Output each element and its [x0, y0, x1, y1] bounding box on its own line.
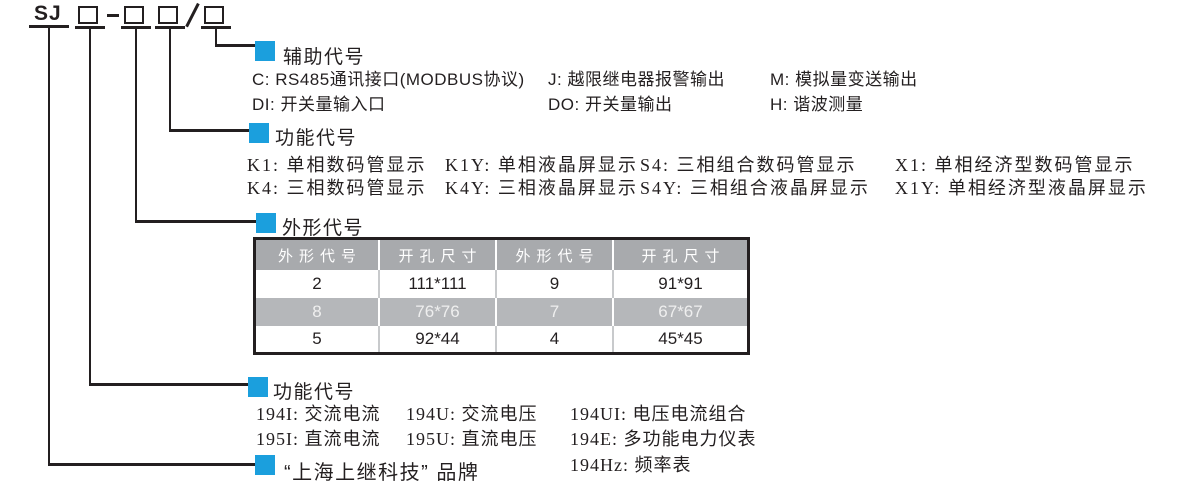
shape-code-table: 外形代号 开孔尺寸 外形代号 开孔尺寸 2 111*111 9 91*91 8 …	[253, 237, 750, 355]
function-type-item-194i: 194I: 交流电流	[256, 404, 381, 424]
function-type-item-194hz: 194Hz: 频率表	[570, 455, 692, 475]
function-display-item-s4: S4: 三相组合数码管显示	[640, 155, 857, 175]
table-cell: 45*45	[612, 326, 747, 352]
connector-hline-auxiliary	[214, 44, 256, 47]
auxiliary-item-do: DO: 开关量输出	[548, 95, 673, 114]
brand-section-title: “上海上继科技” 品牌	[284, 462, 480, 484]
connector-hline-brand	[47, 463, 256, 466]
function-type-item-194ui: 194UI: 电压电流组合	[570, 404, 747, 424]
model-digit-box-3	[158, 6, 178, 24]
connector-hline-shape	[134, 220, 257, 223]
auxiliary-item-h: H: 谐波测量	[770, 95, 864, 114]
connector-vline-function-type	[88, 26, 91, 385]
table-cell: 111*111	[378, 270, 495, 298]
model-prefix: SJ	[34, 2, 62, 25]
table-cell: 67*67	[612, 298, 747, 326]
table-cell: 8	[256, 298, 378, 326]
dash-separator	[107, 14, 119, 17]
function-display-item-x1: X1: 单相经济型数码管显示	[895, 155, 1135, 175]
function-type-section-title: 功能代号	[273, 382, 356, 403]
table-header-cell: 外形代号	[495, 240, 612, 270]
shape-section-bullet-icon	[256, 213, 276, 233]
function-type-section-bullet-icon	[248, 377, 268, 397]
connector-vline-auxiliary	[214, 26, 217, 47]
brand-section-bullet-icon	[255, 455, 275, 475]
table-cell: 2	[312, 274, 322, 293]
function-display-item-k1y: K1Y: 单相液晶屏显示	[445, 155, 638, 175]
table-header-cell: 开孔尺寸	[378, 240, 495, 270]
auxiliary-item-j: J: 越限继电器报警输出	[548, 70, 725, 89]
function-display-section-title: 功能代号	[275, 128, 358, 149]
function-display-section-bullet-icon	[249, 123, 269, 143]
table-header-cell: 开孔尺寸	[612, 240, 747, 270]
auxiliary-item-c: C: RS485通讯接口(MODBUS协议)	[252, 70, 525, 89]
function-type-item-194u: 194U: 交流电压	[406, 404, 538, 424]
table-cell: 92*44	[378, 326, 495, 352]
connector-hline-function-type	[88, 383, 249, 386]
function-display-item-k4: K4: 三相数码管显示	[247, 178, 427, 198]
connector-hline-function-display	[168, 129, 250, 132]
table-cell: 91*91	[612, 270, 747, 298]
model-digit-box-1	[78, 6, 98, 24]
function-type-item-195i: 195I: 直流电流	[256, 429, 381, 449]
shape-section-title: 外形代号	[282, 218, 365, 239]
connector-vline-function-display	[168, 26, 171, 131]
function-display-item-k4y: K4Y: 三相液晶屏显示	[445, 178, 638, 198]
auxiliary-section-title: 辅助代号	[283, 47, 366, 68]
table-cell: 76*76	[378, 298, 495, 326]
function-display-item-s4y: S4Y: 三相组合液晶屏显示	[640, 178, 870, 198]
slash-separator	[185, 2, 200, 28]
function-type-item-195u: 195U: 直流电压	[406, 429, 538, 449]
table-cell: 9	[495, 270, 612, 298]
auxiliary-item-m: M: 模拟量变送输出	[770, 70, 918, 89]
model-digit-box-2	[124, 6, 144, 24]
connector-vline-shape	[134, 26, 137, 222]
function-display-item-k1: K1: 单相数码管显示	[247, 155, 427, 175]
table-cell: 7	[495, 298, 612, 326]
table-cell: 5	[312, 329, 322, 348]
table-cell: 4	[495, 326, 612, 352]
table-header-cell: 外形代号	[256, 240, 378, 270]
auxiliary-item-di: DI: 开关量输入口	[252, 95, 386, 114]
function-type-item-194e: 194E: 多功能电力仪表	[570, 429, 757, 449]
function-display-item-x1y: X1Y: 单相经济型液晶屏显示	[895, 178, 1148, 198]
model-digit-box-4	[204, 6, 224, 24]
auxiliary-section-bullet-icon	[255, 41, 275, 61]
connector-vline-brand	[47, 26, 50, 466]
